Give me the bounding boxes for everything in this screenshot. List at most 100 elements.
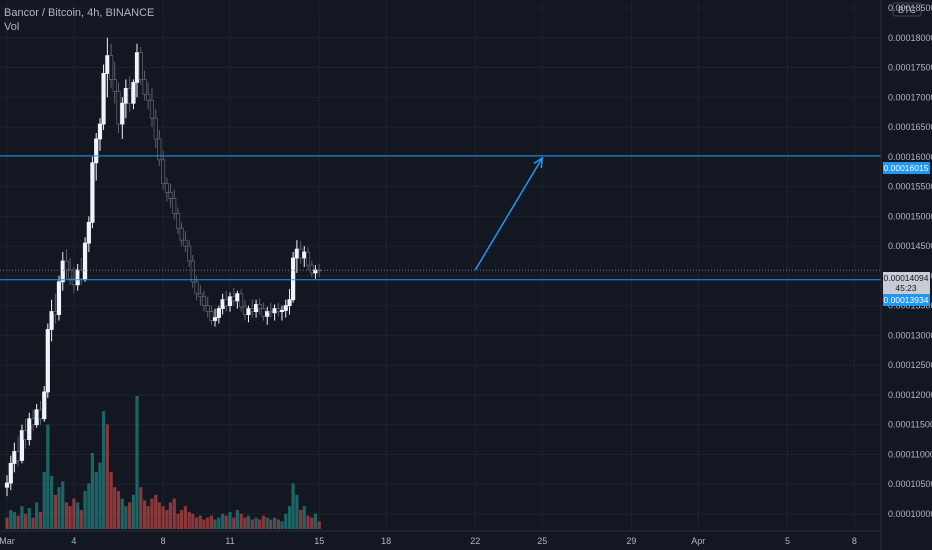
volume-bar xyxy=(57,487,61,529)
candle xyxy=(42,386,47,422)
candle xyxy=(157,130,162,166)
candle-body xyxy=(68,269,73,280)
candle xyxy=(49,299,54,342)
volume-bar xyxy=(254,517,258,529)
candle-body xyxy=(172,198,177,214)
candle xyxy=(146,82,151,110)
candle-body xyxy=(164,183,169,193)
candle-body xyxy=(239,293,244,308)
price-tick-label: 0.00016500 xyxy=(888,122,932,132)
candle xyxy=(265,306,270,325)
volume-bar xyxy=(187,511,191,529)
candle xyxy=(201,290,207,312)
volume-bar xyxy=(113,487,117,529)
candle-body xyxy=(224,299,229,307)
candle xyxy=(131,79,136,110)
price-tick-label: 0.00017500 xyxy=(888,63,932,73)
chart-legend[interactable]: Bancor / Bitcoin, 4h, BINANCE Vol xyxy=(4,6,154,34)
candle-body xyxy=(246,308,251,315)
candle xyxy=(153,109,158,148)
arrow-shaft[interactable] xyxy=(474,157,543,271)
candle-body xyxy=(19,430,25,461)
time-tick-label: Mar xyxy=(0,536,15,546)
volume-bar xyxy=(250,519,254,529)
candle xyxy=(198,284,203,306)
volume-bar xyxy=(194,517,199,529)
volume-bar xyxy=(213,519,217,529)
candle-body xyxy=(38,409,43,420)
candle xyxy=(205,296,210,318)
candle-body xyxy=(205,305,210,313)
candle-body xyxy=(179,227,184,241)
price-tick-label: 0.00013000 xyxy=(888,330,932,340)
volume-bar xyxy=(68,506,72,529)
candle-body xyxy=(265,311,270,317)
candle-body xyxy=(30,418,36,426)
volume-bar xyxy=(61,481,65,529)
time-axis[interactable]: Mar 4 8 11 15 18 22 25 29 Apr 5 8 xyxy=(0,530,881,546)
volume-bar xyxy=(299,510,303,529)
candle xyxy=(305,247,311,270)
candle xyxy=(60,252,65,291)
price-tick-label: 0.00014500 xyxy=(888,241,932,251)
volume-bar xyxy=(128,502,132,529)
volume-bar xyxy=(217,517,221,529)
countdown-text: 45:23 xyxy=(895,283,917,293)
candle-body xyxy=(194,281,199,295)
volume-bar xyxy=(239,513,243,529)
candle-body xyxy=(127,87,132,104)
candle xyxy=(283,299,288,318)
candle xyxy=(19,424,25,464)
volume-bar xyxy=(224,515,228,529)
volume-bar xyxy=(87,483,91,529)
volume-bar xyxy=(202,519,206,529)
candle-body xyxy=(272,308,277,314)
time-tick-label: 29 xyxy=(626,536,636,546)
candle xyxy=(138,46,143,86)
candle-body xyxy=(216,308,221,318)
candle-body xyxy=(157,138,162,161)
volume-bar xyxy=(157,502,161,529)
time-tick-label: 8 xyxy=(852,536,857,546)
volume-bar xyxy=(206,517,210,529)
volume-bar xyxy=(23,513,28,529)
candle xyxy=(291,252,296,303)
candle-body xyxy=(75,269,80,286)
candle-body xyxy=(261,308,266,317)
volume-bar xyxy=(295,494,299,529)
projection-arrow[interactable] xyxy=(474,156,544,271)
volume-bar xyxy=(64,502,69,529)
candle-body xyxy=(302,251,307,259)
support-price-box xyxy=(883,294,930,306)
volume-bar xyxy=(38,511,43,529)
symbol-title[interactable]: Bancor / Bitcoin, 4h, BINANCE xyxy=(4,7,155,19)
candle-body xyxy=(283,305,288,311)
candle xyxy=(27,412,32,446)
candle-body xyxy=(201,296,207,307)
volume-bar xyxy=(31,517,35,529)
volume-bar xyxy=(280,521,284,529)
candle xyxy=(168,183,173,208)
candle-body xyxy=(153,117,158,140)
volume-bar xyxy=(20,506,24,529)
volume-bar xyxy=(209,515,214,529)
candle-body xyxy=(257,304,262,310)
arrow-head[interactable] xyxy=(533,156,544,169)
candle-body xyxy=(8,462,13,484)
volume-indicator-label[interactable]: Vol xyxy=(4,21,20,33)
candle-body xyxy=(97,123,103,140)
horizontal-levels[interactable] xyxy=(0,155,881,281)
candle-body xyxy=(42,391,47,420)
candle-body xyxy=(112,79,117,92)
volume-bar xyxy=(235,510,239,529)
volume-bar xyxy=(35,502,39,529)
candle xyxy=(317,263,322,278)
candle-body xyxy=(12,451,17,464)
time-ticks: Mar 4 8 11 15 18 22 25 29 Apr 5 8 xyxy=(0,536,857,546)
candle-body xyxy=(183,239,188,247)
candle xyxy=(101,64,106,131)
candle xyxy=(68,258,73,285)
candle xyxy=(209,305,214,325)
volume-bar xyxy=(191,513,195,529)
